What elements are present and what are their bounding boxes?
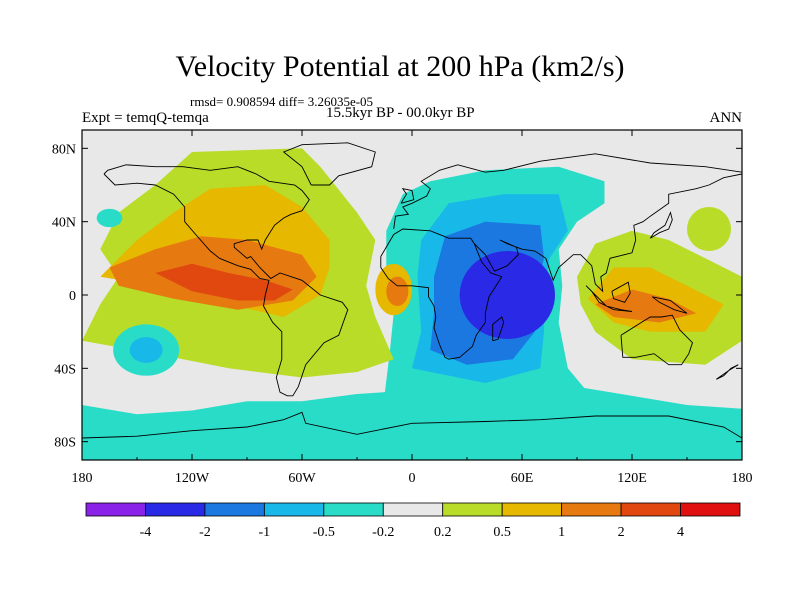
- coastline-9: [611, 281, 631, 303]
- colorbar-label: -1: [259, 525, 271, 540]
- coastline-4: [473, 173, 742, 293]
- colorbar-swatch: [85, 502, 146, 517]
- coastline-10: [651, 296, 688, 314]
- coastline-0: [103, 164, 349, 397]
- coastline-3: [380, 228, 503, 360]
- colorbar-label: 2: [618, 525, 625, 540]
- colorbar-swatch: [145, 502, 206, 517]
- colorbar-label: 0.2: [434, 525, 452, 540]
- x-tick-label: 180: [732, 471, 753, 486]
- x-tick-label: 180: [72, 471, 93, 486]
- y-tick-label: 80N: [52, 142, 76, 157]
- stats-line: rmsd= 0.908594 diff= 3.26035e-05: [190, 94, 374, 109]
- colorbar-swatch: [680, 502, 741, 517]
- colorbar-swatch: [501, 502, 563, 517]
- x-tick-label: 0: [409, 471, 416, 486]
- y-tick-label: 40N: [52, 216, 76, 231]
- x-tick-label: 120E: [617, 471, 647, 486]
- contour-fill-layer: [82, 130, 742, 460]
- coastline-8: [606, 305, 633, 312]
- positive-max-region: [155, 263, 293, 301]
- y-tick-label: 40S: [54, 362, 76, 377]
- colorbar-swatch: [382, 502, 444, 517]
- y-tick-label: 80S: [54, 436, 76, 451]
- y-axis: 80N 40N 0 40S 80S: [52, 142, 742, 451]
- period-label: 15.5kyr BP - 00.0kyr BP: [326, 105, 475, 121]
- chart-title: Velocity Potential at 200 hPa (km2/s): [175, 50, 625, 83]
- colorbar-label: -0.5: [313, 525, 335, 540]
- coastline-5: [492, 316, 505, 342]
- colorbar-label: 4: [677, 525, 684, 540]
- north-pacific-yellowgreen-cell: [687, 207, 731, 251]
- colorbar: -4 -2 -1 -0.5 -0.2 0.2 0.5 1 2 4: [85, 502, 741, 540]
- negative-core-minimum: [459, 251, 555, 339]
- coastline-14: [716, 364, 739, 380]
- coastline-layer: [82, 142, 742, 439]
- experiment-label: Expt = temqQ-temqa: [82, 110, 209, 126]
- x-tick-label: 60E: [511, 471, 534, 486]
- coastline-12: [400, 188, 415, 204]
- colorbar-label: 0.5: [493, 525, 511, 540]
- coastline-7: [585, 285, 607, 307]
- west-pacific-orange-region: [595, 289, 697, 323]
- colorbar-swatch: [323, 502, 384, 517]
- colorbar-swatch: [620, 502, 681, 517]
- coastline-11: [649, 211, 673, 239]
- x-tick-label: 120W: [175, 471, 210, 486]
- colorbar-swatch: [442, 502, 503, 517]
- colorbar-label: -4: [140, 525, 152, 540]
- colorbar-label: -2: [199, 525, 211, 540]
- coastline-6: [620, 314, 694, 366]
- atlantic-orange-lobe: [386, 276, 409, 307]
- coastline-13: [82, 411, 742, 439]
- x-axis: 180 120W 60W 0 60E 120E 180: [72, 130, 753, 486]
- season-label: ANN: [709, 110, 743, 126]
- x-tick-label: 60W: [288, 471, 316, 486]
- coastline-2: [393, 153, 742, 230]
- colorbar-swatch: [204, 502, 265, 517]
- colorbar-swatch: [263, 502, 325, 517]
- coastline-1: [282, 142, 376, 186]
- colorbar-label: -0.2: [372, 525, 394, 540]
- north-pacific-cyan-cell: [96, 208, 123, 228]
- colorbar-label: 1: [558, 525, 565, 540]
- south-pacific-blue-core: [129, 337, 163, 363]
- y-tick-label: 0: [69, 289, 76, 304]
- colorbar-swatch: [561, 502, 622, 517]
